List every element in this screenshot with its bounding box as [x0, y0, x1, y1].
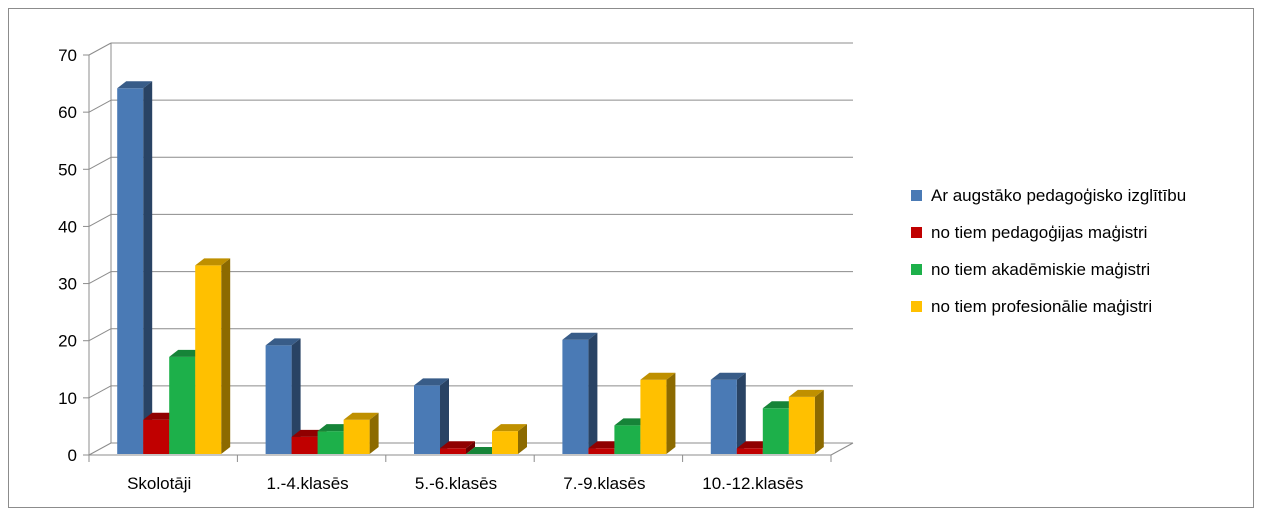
legend-swatch	[911, 301, 922, 312]
labels-layer: 0 10 20 30 40 50 60 70 Skolotāji 1.-4.klasēs 5.-6.…	[58, 46, 803, 493]
gridline-depth	[88, 99, 112, 113]
bar-side	[440, 378, 449, 454]
legend: Ar augstāko pedagoģisko izglītību no tiem…	[911, 186, 1186, 316]
bars-layer	[117, 81, 824, 455]
bar	[117, 81, 153, 455]
bar-front	[195, 265, 222, 454]
bar-top	[640, 372, 676, 380]
bar-side	[666, 372, 676, 454]
legend-label: no tiem akadēmiskie maģistri	[931, 260, 1150, 279]
x-tick-label: 1.-4.klasēs	[266, 474, 348, 493]
bar	[562, 332, 598, 454]
x-tick-label: 7.-9.klasēs	[563, 474, 645, 493]
bar-side	[221, 258, 231, 454]
bar-top	[492, 424, 527, 432]
bar-front	[562, 339, 589, 454]
bar-top	[195, 258, 231, 266]
bar-top	[117, 81, 153, 89]
legend-label: Ar augstāko pedagoģisko izglītību	[931, 186, 1186, 205]
legend-swatch	[911, 264, 922, 275]
bar	[492, 424, 527, 454]
x-tick-label: 10.-12.klasēs	[702, 474, 803, 493]
x-tick-label: 5.-6.klasēs	[415, 474, 497, 493]
floor-edge	[830, 442, 854, 456]
bar	[788, 389, 824, 454]
gridline-depth	[88, 213, 112, 227]
y-tick-label: 0	[68, 446, 77, 465]
bar-front	[736, 448, 763, 454]
bar-front	[117, 88, 144, 455]
bar-side	[588, 332, 598, 454]
bar-front	[291, 436, 318, 454]
y-tick-label: 70	[58, 46, 77, 65]
bar-side	[369, 412, 379, 454]
y-tick-label: 40	[58, 217, 77, 236]
legend-label: no tiem profesionālie maģistri	[931, 297, 1152, 316]
bar	[710, 372, 746, 454]
bar-side	[291, 338, 301, 454]
bar-front	[788, 396, 815, 454]
gridline-depth	[88, 442, 112, 456]
chart-frame: 0 10 20 30 40 50 60 70 Skolotāji 1.-4.klasēs 5.-6.…	[8, 8, 1254, 508]
axis-layer	[83, 54, 854, 462]
bar-front	[492, 431, 518, 454]
legend-label: no tiem pedagoģijas maģistri	[931, 223, 1147, 242]
bar-front	[317, 431, 344, 454]
bar-top	[440, 441, 475, 449]
gridline-depth	[88, 385, 112, 399]
bar-front	[440, 448, 466, 454]
y-tick-label: 60	[58, 103, 77, 122]
gridline-depth	[88, 42, 112, 56]
gridline-depth	[88, 328, 112, 342]
bar-side	[143, 81, 153, 455]
x-tick-label: Skolotāji	[127, 474, 191, 493]
y-tick-label: 10	[58, 389, 77, 408]
bar-front	[343, 419, 370, 454]
y-tick-label: 50	[58, 160, 77, 179]
bar-front	[169, 356, 196, 454]
bar-front	[414, 385, 440, 454]
bar-front	[265, 345, 292, 454]
bar-top	[788, 389, 824, 397]
bar-front	[762, 408, 789, 454]
bar-side	[814, 389, 824, 454]
bar	[265, 338, 301, 454]
grid-layer	[88, 42, 853, 456]
bar-front	[710, 379, 737, 454]
bar-chart: 0 10 20 30 40 50 60 70 Skolotāji 1.-4.klasēs 5.-6.…	[58, 42, 1186, 493]
bar-top	[562, 332, 598, 340]
gridline-depth	[88, 271, 112, 285]
bar-front	[614, 425, 641, 454]
bar-top	[265, 338, 301, 346]
bar	[440, 441, 475, 454]
bar-front	[640, 379, 667, 454]
bar-side	[736, 372, 746, 454]
bar-top	[343, 412, 379, 420]
bar	[343, 412, 379, 454]
bar-side	[518, 424, 527, 454]
bar	[640, 372, 676, 454]
legend-swatch	[911, 227, 922, 238]
bar-front	[143, 419, 170, 454]
y-tick-label: 20	[58, 332, 77, 351]
bar	[195, 258, 231, 454]
legend-swatch	[911, 190, 922, 201]
bar-side	[466, 441, 475, 454]
bar	[414, 378, 449, 454]
y-tick-label: 30	[58, 275, 77, 294]
bar-top	[414, 378, 449, 386]
bar-top	[710, 372, 746, 380]
gridline-depth	[88, 156, 112, 170]
bar-front	[588, 448, 615, 454]
